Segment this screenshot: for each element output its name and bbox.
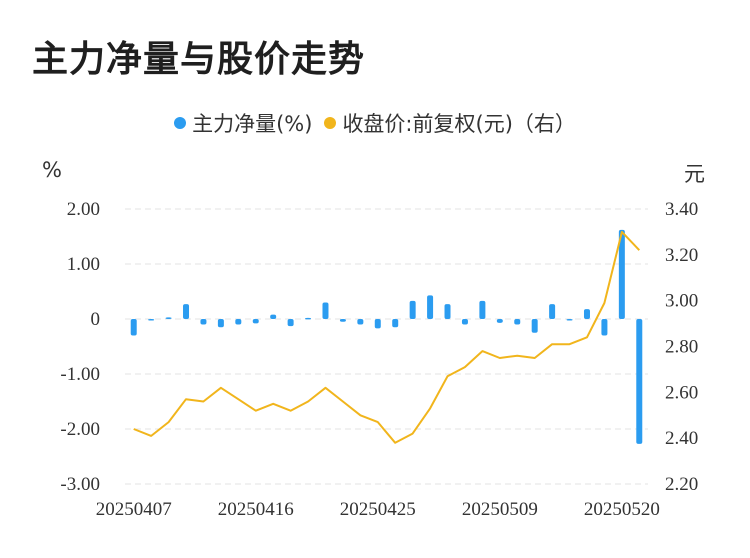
bar-net-volume bbox=[287, 319, 294, 327]
bar-net-volume bbox=[409, 300, 416, 319]
chart-title: 主力净量与股价走势 bbox=[32, 39, 366, 80]
bar-net-volume bbox=[566, 319, 573, 321]
bar-net-volume bbox=[357, 319, 364, 325]
bar-net-volume bbox=[479, 300, 486, 319]
bar-net-volume bbox=[217, 319, 224, 328]
bar-net-volume bbox=[270, 314, 277, 319]
bar-net-volume bbox=[618, 229, 625, 319]
bar-net-volume bbox=[235, 319, 242, 325]
legend-item-close-price[interactable]: 收盘价:前复权(元)（右） bbox=[324, 108, 576, 138]
y-left-tick-label: -3.00 bbox=[60, 474, 100, 495]
bar-net-volume bbox=[252, 319, 259, 324]
legend-bar-marker-icon bbox=[174, 117, 187, 129]
bar-net-volume bbox=[130, 319, 137, 336]
bar-net-volume bbox=[636, 319, 643, 444]
x-tick-label: 20250416 bbox=[218, 499, 294, 520]
x-tick-label: 20250509 bbox=[462, 499, 538, 520]
bar-net-volume bbox=[183, 304, 190, 319]
legend-item-net-volume[interactable]: 主力净量(%) bbox=[174, 108, 312, 138]
y-left-tick-label: 0 bbox=[91, 309, 101, 330]
x-tick-label: 20250425 bbox=[340, 499, 416, 520]
y-left-tick-label: 1.00 bbox=[67, 254, 100, 275]
left-axis-unit: % bbox=[42, 158, 62, 182]
y-right-tick-label: 3.20 bbox=[665, 245, 698, 266]
bar-net-volume bbox=[374, 319, 381, 329]
bar-net-volume bbox=[461, 319, 468, 325]
right-axis-unit: 元 bbox=[684, 162, 705, 186]
x-tick-label: 20250407 bbox=[96, 499, 172, 520]
bar-net-volume bbox=[583, 309, 590, 319]
bar-net-volume bbox=[514, 319, 521, 325]
bar-net-volume bbox=[496, 319, 503, 323]
bar-net-volume bbox=[549, 304, 556, 319]
y-left-tick-label: 2.00 bbox=[67, 199, 100, 220]
bar-net-volume bbox=[200, 319, 207, 325]
bar-net-volume bbox=[339, 319, 346, 322]
bar-net-volume bbox=[148, 319, 155, 321]
bar-net-volume bbox=[444, 304, 451, 319]
y-left-tick-label: -1.00 bbox=[60, 364, 100, 385]
y-right-tick-label: 2.40 bbox=[665, 428, 698, 449]
y-left-tick-label: -2.00 bbox=[60, 419, 100, 440]
bar-net-volume bbox=[601, 319, 608, 336]
y-right-tick-label: 3.40 bbox=[665, 199, 698, 220]
line-close-price bbox=[133, 230, 641, 444]
y-right-tick-label: 2.60 bbox=[665, 382, 698, 403]
y-right-tick-label: 2.80 bbox=[665, 337, 698, 358]
bar-net-volume bbox=[322, 302, 329, 319]
bar-net-volume bbox=[165, 317, 172, 319]
y-right-tick-label: 3.00 bbox=[665, 291, 698, 312]
bar-net-volume bbox=[531, 319, 538, 333]
legend-line-marker-icon bbox=[324, 117, 337, 129]
bar-net-volume bbox=[427, 295, 434, 319]
bar-net-volume bbox=[305, 317, 312, 320]
legend: 主力净量(%) 收盘价:前复权(元)（右） bbox=[0, 108, 750, 138]
legend-label-net-volume: 主力净量(%) bbox=[192, 112, 313, 136]
bar-net-volume bbox=[392, 319, 399, 328]
legend-label-close-price: 收盘价:前复权(元)（右） bbox=[342, 112, 576, 136]
y-right-tick-label: 2.20 bbox=[665, 474, 698, 495]
x-tick-label: 20250520 bbox=[584, 499, 660, 520]
